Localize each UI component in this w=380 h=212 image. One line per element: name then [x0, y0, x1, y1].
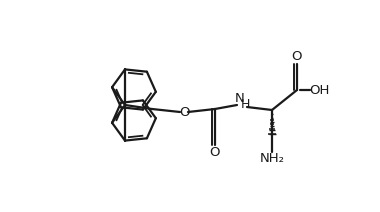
Text: OH: OH [309, 84, 329, 96]
Text: O: O [292, 50, 302, 64]
Text: N: N [235, 92, 245, 106]
Text: H: H [240, 98, 250, 110]
Text: O: O [179, 106, 189, 119]
Text: NH₂: NH₂ [260, 152, 285, 166]
Text: O: O [210, 145, 220, 159]
